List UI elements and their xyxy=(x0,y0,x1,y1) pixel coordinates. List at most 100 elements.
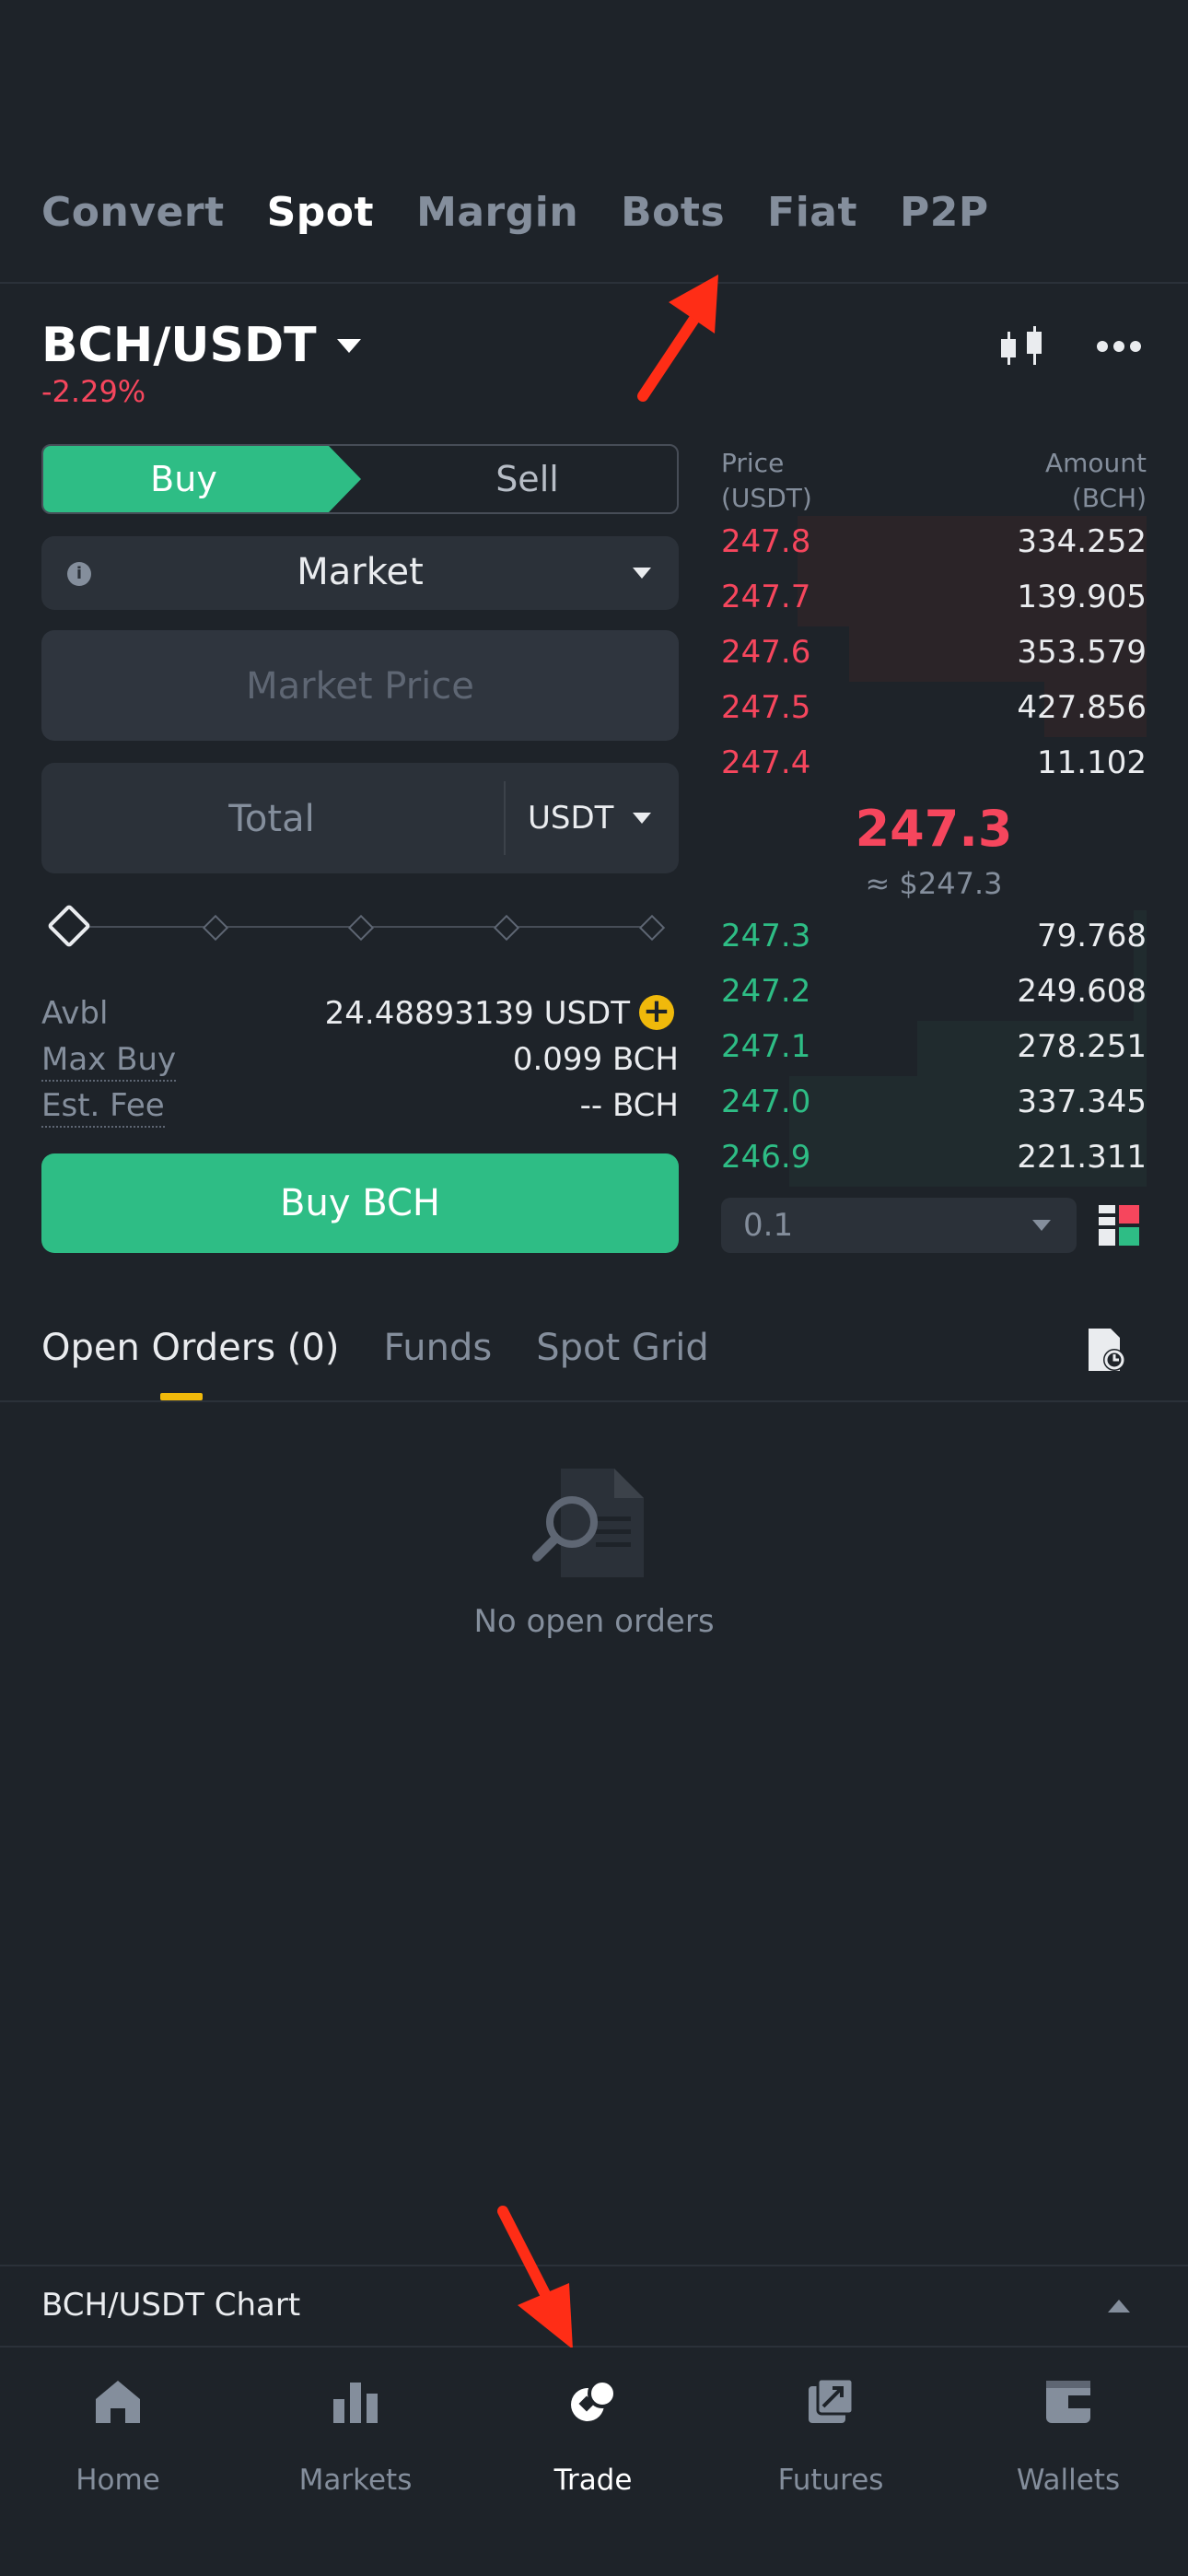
order-history-icon[interactable] xyxy=(1087,1327,1127,1373)
bid-price: 247.1 xyxy=(721,1028,811,1065)
ob-amount-header: Amount (BCH) xyxy=(1045,446,1147,516)
total-unit-select[interactable]: USDT xyxy=(528,800,614,837)
add-funds-icon[interactable]: + xyxy=(639,995,674,1030)
bid-row[interactable]: 247.1 278.251 xyxy=(721,1021,1147,1076)
buy-sell-toggle: Buy Sell xyxy=(41,444,679,514)
avbl-label: Avbl xyxy=(41,995,109,1032)
price-placeholder: Market Price xyxy=(246,665,474,708)
tab-spot[interactable]: Spot xyxy=(266,189,375,236)
chevron-down-icon xyxy=(633,568,651,579)
ask-amount: 427.856 xyxy=(1017,689,1147,726)
ask-price: 247.8 xyxy=(721,523,811,560)
precision-select[interactable]: 0.1 xyxy=(721,1198,1077,1253)
bid-row[interactable]: 247.2 249.608 xyxy=(721,966,1147,1021)
nav-futures-label: Futures xyxy=(777,2464,884,2497)
pair-symbol: BCH/USDT xyxy=(41,318,317,373)
tab-convert[interactable]: Convert xyxy=(41,189,225,236)
est-fee-label[interactable]: Est. Fee xyxy=(41,1087,165,1128)
tab-p2p[interactable]: P2P xyxy=(900,189,989,236)
ask-depth-bar xyxy=(798,516,1147,571)
ask-amount: 11.102 xyxy=(1037,744,1147,781)
ask-depth-bar xyxy=(848,626,1147,682)
bid-price: 247.2 xyxy=(721,973,811,1010)
bid-amount: 249.608 xyxy=(1017,973,1147,1010)
nav-trade-label: Trade xyxy=(553,2464,633,2497)
ask-price: 247.5 xyxy=(721,689,811,726)
max-buy-label[interactable]: Max Buy xyxy=(41,1041,177,1082)
slider-step-75[interactable] xyxy=(493,914,520,942)
ob-price-header-unit: (USDT) xyxy=(721,483,812,513)
chart-bar-divider-top xyxy=(0,2265,1188,2266)
ob-amount-header-unit: (BCH) xyxy=(1071,483,1147,513)
bid-depth-bar xyxy=(1134,910,1147,966)
buy-tab[interactable]: Buy xyxy=(43,446,361,512)
slider-step-100[interactable] xyxy=(638,914,666,942)
bid-row[interactable]: 247.0 337.345 xyxy=(721,1076,1147,1131)
tab-fiat[interactable]: Fiat xyxy=(767,189,858,236)
order-type-select[interactable]: i Market xyxy=(41,536,679,610)
ask-amount: 334.252 xyxy=(1017,523,1147,560)
wallets-icon xyxy=(1046,2381,1090,2423)
tab-funds[interactable]: Funds xyxy=(383,1327,493,1369)
candlestick-chart-icon[interactable] xyxy=(997,324,1047,370)
max-buy-value: 0.099 BCH xyxy=(512,1041,679,1078)
bid-amount: 337.345 xyxy=(1017,1083,1147,1120)
orders-tabs: Open Orders (0) Funds Spot Grid xyxy=(41,1327,709,1369)
bid-price: 247.0 xyxy=(721,1083,811,1120)
empty-state-text: No open orders xyxy=(473,1603,715,1640)
bid-row[interactable]: 247.3 79.768 xyxy=(721,910,1147,966)
ask-row[interactable]: 247.6 353.579 xyxy=(721,626,1147,682)
ask-row[interactable]: 247.5 427.856 xyxy=(721,682,1147,737)
mid-price[interactable]: 247.3 xyxy=(855,800,1013,858)
slider-step-50[interactable] xyxy=(347,914,375,942)
markets-icon xyxy=(333,2383,378,2423)
sell-tab[interactable]: Sell xyxy=(495,459,559,499)
info-icon[interactable]: i xyxy=(67,562,91,586)
annotation-arrow-trade xyxy=(497,2206,573,2349)
tab-margin[interactable]: Margin xyxy=(416,189,579,236)
avbl-value: 24.48893139 USDT xyxy=(324,995,630,1032)
chevron-down-icon xyxy=(1032,1220,1051,1231)
slider-thumb[interactable] xyxy=(46,903,92,949)
total-input[interactable]: Total USDT xyxy=(41,763,679,873)
top-tabs-divider xyxy=(0,282,1188,284)
ob-price-header-label: Price xyxy=(721,448,785,478)
pair-selector[interactable]: BCH/USDT xyxy=(41,318,361,373)
mid-price-usd: ≈ $247.3 xyxy=(865,866,1003,901)
buy-bch-button[interactable]: Buy BCH xyxy=(41,1153,679,1253)
tab-bots[interactable]: Bots xyxy=(621,189,726,236)
orderbook-layout-icon[interactable] xyxy=(1099,1205,1139,1246)
tab-spot-grid[interactable]: Spot Grid xyxy=(536,1327,709,1369)
ask-row[interactable]: 247.7 139.905 xyxy=(721,571,1147,626)
ask-row[interactable]: 247.8 334.252 xyxy=(721,516,1147,571)
chevron-down-icon xyxy=(633,813,651,824)
bid-amount: 278.251 xyxy=(1017,1028,1147,1065)
ask-price: 247.4 xyxy=(721,744,811,781)
nav-markets-label: Markets xyxy=(298,2464,413,2497)
est-fee-value: -- BCH xyxy=(579,1087,679,1124)
bid-amount: 79.768 xyxy=(1037,918,1147,954)
trade-icon xyxy=(571,2379,617,2421)
nav-home-label: Home xyxy=(76,2464,160,2497)
bid-depth-bar xyxy=(1134,966,1147,1021)
annotation-arrow-fiat xyxy=(637,275,718,402)
order-type-value: Market xyxy=(297,551,424,593)
tab-open-orders[interactable]: Open Orders (0) xyxy=(41,1327,340,1369)
more-icon[interactable] xyxy=(1096,337,1142,356)
ask-depth-bar xyxy=(1044,682,1147,737)
chart-toggle-label[interactable]: BCH/USDT Chart xyxy=(41,2287,301,2324)
bottom-nav: Home Markets Trade Futures Wallets xyxy=(0,2348,1188,2576)
ask-amount: 139.905 xyxy=(1017,579,1147,615)
bid-depth-bar xyxy=(788,1131,1147,1187)
bid-price: 246.9 xyxy=(721,1139,811,1176)
orders-divider xyxy=(0,1400,1188,1402)
ask-row[interactable]: 247.4 11.102 xyxy=(721,737,1147,792)
pair-change: -2.29% xyxy=(41,374,146,409)
chevron-up-icon[interactable] xyxy=(1108,2300,1130,2313)
bid-depth-bar xyxy=(916,1021,1147,1076)
price-input: Market Price xyxy=(41,630,679,741)
nav-wallets-label: Wallets xyxy=(1016,2464,1121,2497)
bid-row[interactable]: 246.9 221.311 xyxy=(721,1131,1147,1187)
slider-step-25[interactable] xyxy=(202,914,229,942)
futures-icon xyxy=(809,2377,855,2423)
